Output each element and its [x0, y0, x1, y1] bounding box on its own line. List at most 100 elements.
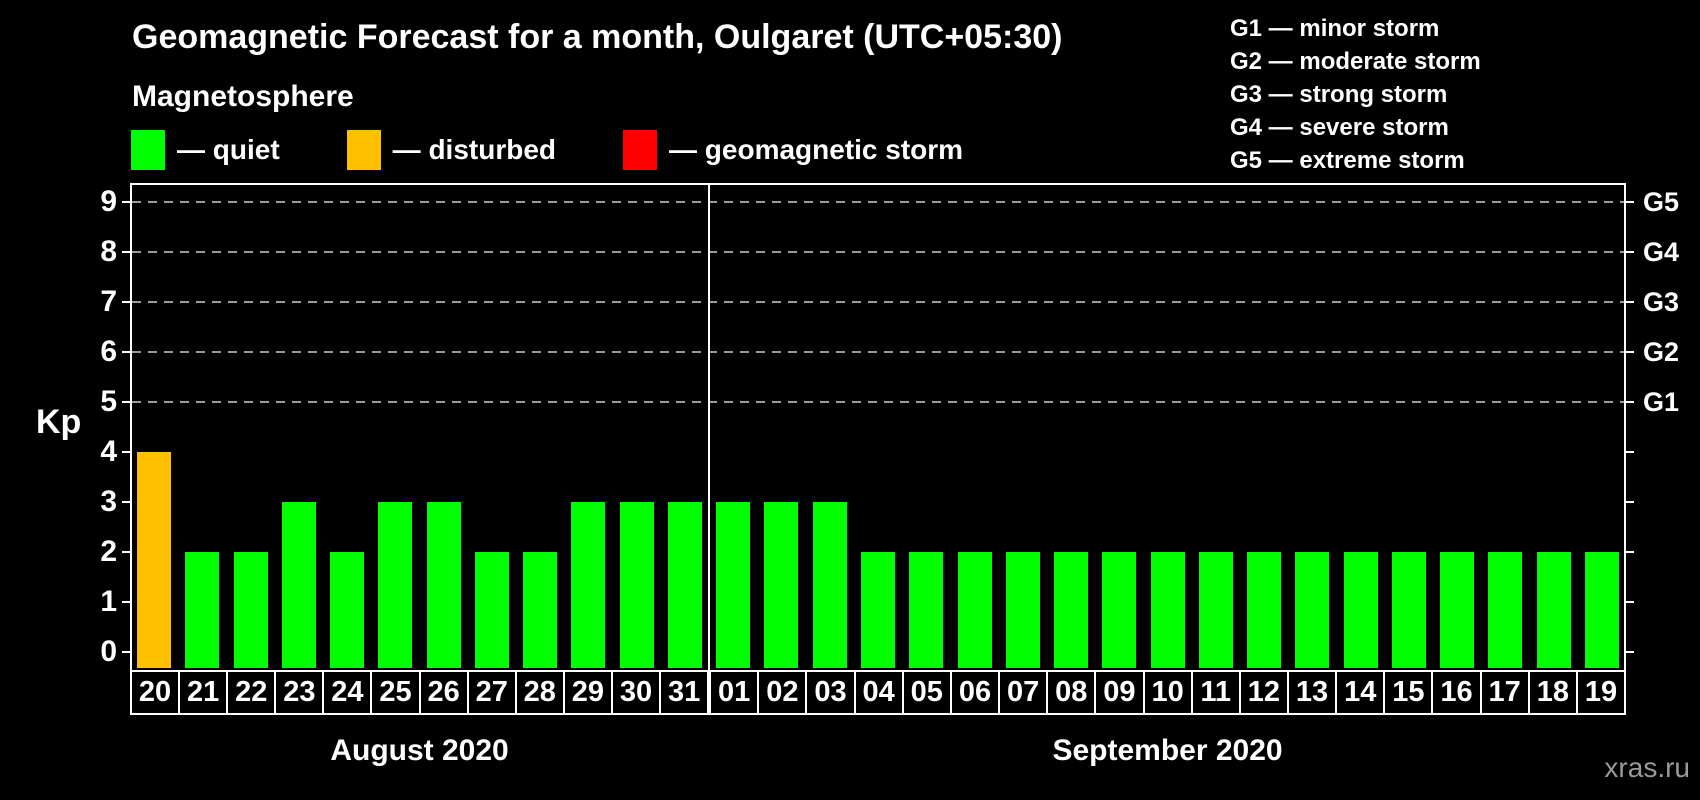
legend-item-disturbed: — disturbed — [346, 130, 557, 170]
day-label: 06 — [949, 672, 998, 713]
g-axis-tick — [1626, 651, 1634, 653]
day-label: 16 — [1431, 672, 1479, 713]
kp-axis-tick — [122, 401, 130, 403]
day-label-row: 20 21 22 23 24 25 26 27 28 29 30 31 — [130, 670, 710, 715]
g-axis-tick — [1626, 401, 1634, 403]
day-label: 26 — [418, 672, 467, 713]
kp-tick-label: 1 — [100, 585, 117, 618]
g-axis-tick — [1626, 501, 1634, 503]
kp-bar-03 — [812, 502, 847, 668]
g-scale-item: G3 — strong storm — [1230, 81, 1448, 108]
kp-bar-07 — [1005, 552, 1040, 668]
day-label: 18 — [1527, 672, 1576, 713]
storm-scale-legend: G1 — minor storm G2 — moderate storm G3 — … — [1230, 12, 1481, 177]
kp-tick-label: 0 — [100, 635, 117, 668]
kp-axis-tick — [122, 201, 130, 203]
gridline — [132, 401, 1624, 403]
day-label: 28 — [514, 672, 563, 713]
g-axis-tick — [1626, 451, 1634, 453]
g-tick-label: G1 — [1643, 387, 1680, 417]
quiet-swatch — [131, 130, 165, 170]
chart-title: Geomagnetic Forecast for a month, Oulgar… — [132, 18, 1063, 56]
kp-bar-17 — [1488, 552, 1523, 668]
day-label-row: 01 02 03 04 05 06 07 08 09 10 11 12 13 14 15 16 17 18 19 — [709, 670, 1626, 715]
kp-tick-label: 2 — [100, 535, 117, 568]
xras-watermark: xras.ru — [1604, 752, 1690, 783]
g-axis-tick — [1626, 201, 1634, 203]
kp-bar-08 — [1054, 552, 1089, 668]
day-label: 01 — [718, 676, 751, 708]
day-label: 27 — [466, 672, 515, 713]
kp-bar-15 — [1391, 552, 1426, 668]
disturbed-swatch — [346, 130, 381, 170]
day-label: 17 — [1479, 672, 1528, 713]
kp-axis-tick — [122, 301, 130, 303]
kp-tick-label: 7 — [100, 285, 117, 318]
legend-item-geomagnetic-storm: — geomagnetic storm — [623, 130, 963, 170]
g-scale-item: G5 — extreme storm — [1230, 147, 1465, 174]
day-label: 13 — [1286, 672, 1335, 713]
g-scale-item: G2 — moderate storm — [1230, 48, 1481, 75]
day-label: 04 — [853, 672, 902, 713]
kp-axis-tick — [122, 451, 130, 453]
kp-bar-24 — [330, 552, 365, 668]
kp-tick-label: 3 — [100, 485, 117, 518]
kp-bar-10 — [1150, 552, 1185, 668]
kp-tick-label: 5 — [100, 385, 117, 418]
day-label: 29 — [562, 672, 611, 713]
kp-axis-tick — [122, 501, 130, 503]
magnetosphere-legend: — quiet — disturbed — geomagnetic storm — [131, 130, 963, 170]
kp-bar-04 — [861, 552, 895, 668]
kp-bar-19 — [1584, 552, 1619, 668]
kp-bar-12 — [1247, 552, 1282, 668]
g-tick-label: G5 — [1643, 187, 1680, 217]
g-axis-tick — [1626, 551, 1634, 553]
gridline — [132, 201, 1624, 203]
month-label: August 2020 — [330, 734, 509, 767]
kp-bar-13 — [1295, 552, 1330, 668]
g-axis-tick — [1626, 251, 1634, 253]
day-label: 03 — [805, 672, 853, 713]
kp-axis-tick — [122, 651, 130, 653]
kp-bar-14 — [1343, 552, 1378, 668]
g-tick-label: G4 — [1643, 237, 1680, 267]
legend-label: — disturbed — [392, 134, 557, 165]
kp-bar-27 — [474, 552, 509, 668]
kp-bar-25 — [378, 502, 413, 668]
kp-bar-31 — [667, 502, 702, 668]
kp-bar-06 — [957, 552, 992, 668]
day-label: 14 — [1335, 672, 1383, 713]
kp-bar-23 — [281, 502, 316, 668]
kp-bar-02 — [764, 502, 799, 668]
day-label: 25 — [370, 672, 418, 713]
gridline — [132, 251, 1624, 253]
day-label: 07 — [998, 672, 1046, 713]
day-label: 15 — [1383, 672, 1431, 713]
geomagnetic-storm-swatch — [623, 130, 658, 170]
kp-bar-22 — [233, 552, 268, 668]
kp-bar-01 — [716, 502, 751, 668]
day-label: 12 — [1238, 672, 1287, 713]
kp-tick-label: 6 — [100, 335, 117, 368]
g-tick-label: G2 — [1643, 337, 1680, 367]
legend-item-quiet: — quiet — [131, 130, 280, 170]
gridline — [132, 351, 1624, 353]
day-label: 10 — [1142, 672, 1191, 713]
kp-axis-tick — [122, 551, 130, 553]
gridline — [132, 301, 1624, 303]
day-label: 31 — [659, 672, 707, 713]
month-label: September 2020 — [1052, 734, 1283, 767]
kp-bar-28 — [523, 552, 558, 668]
kp-axis-label: Kp — [36, 403, 82, 441]
day-label: 24 — [322, 672, 370, 713]
kp-bar-11 — [1198, 552, 1233, 668]
legend-label: — geomagnetic storm — [669, 134, 964, 165]
kp-tick-label: 9 — [100, 185, 117, 218]
day-label: 09 — [1094, 672, 1142, 713]
legend-label: — quiet — [177, 134, 280, 165]
kp-tick-label: 4 — [100, 435, 117, 468]
day-label: 05 — [901, 672, 950, 713]
day-label: 20 — [138, 676, 172, 708]
day-label: 08 — [1046, 672, 1094, 713]
